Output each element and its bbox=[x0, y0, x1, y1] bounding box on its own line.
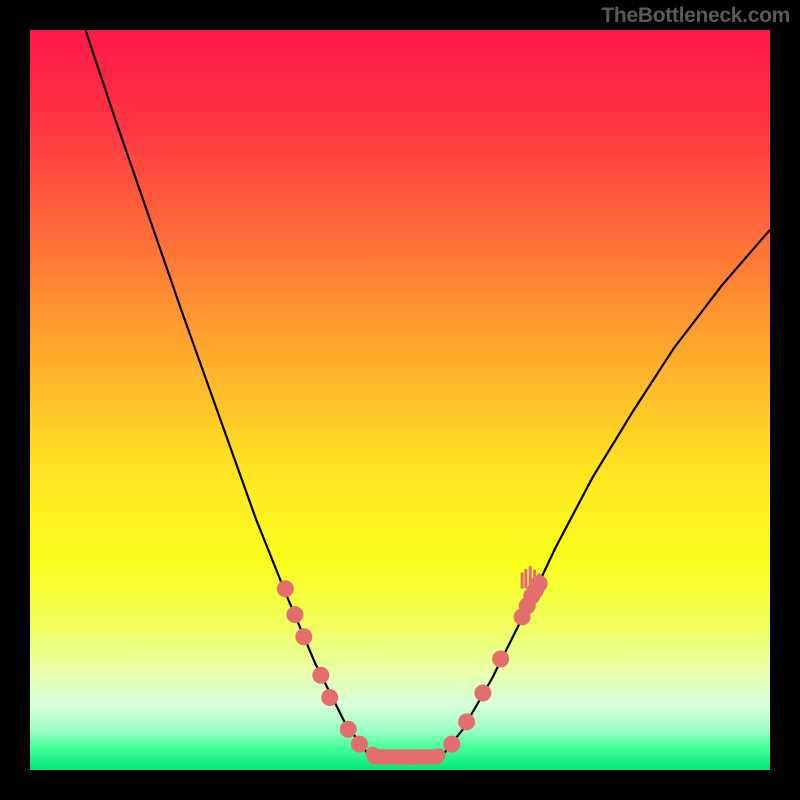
data-marker bbox=[474, 685, 491, 702]
data-marker bbox=[277, 580, 294, 597]
chart-container: TheBottleneck.com bbox=[0, 0, 800, 800]
data-marker bbox=[286, 606, 303, 623]
data-marker bbox=[492, 651, 509, 668]
data-marker bbox=[351, 736, 368, 753]
data-marker bbox=[295, 628, 312, 645]
watermark-text: TheBottleneck.com bbox=[601, 4, 790, 28]
data-marker bbox=[458, 713, 475, 730]
data-marker bbox=[340, 721, 357, 738]
bottom-marker-band bbox=[367, 749, 445, 764]
data-marker bbox=[321, 689, 338, 706]
plot-background bbox=[30, 30, 770, 770]
data-marker bbox=[531, 575, 548, 592]
bottleneck-chart bbox=[0, 0, 800, 800]
data-marker bbox=[312, 667, 329, 684]
data-marker bbox=[443, 736, 460, 753]
